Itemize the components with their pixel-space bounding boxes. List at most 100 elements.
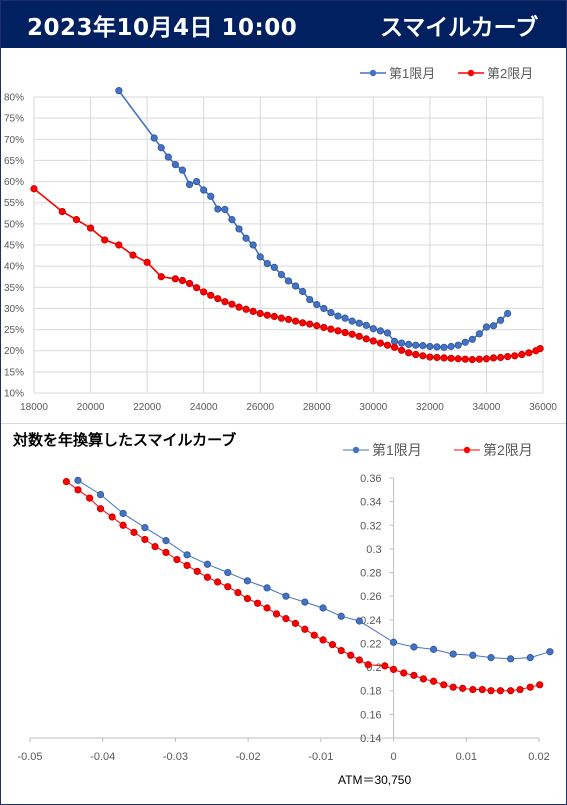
data-point bbox=[291, 619, 300, 627]
data-point bbox=[419, 675, 427, 683]
data-point bbox=[86, 224, 95, 232]
data-point bbox=[482, 323, 491, 331]
atm-annotation: ATM＝30,750 bbox=[338, 773, 412, 787]
legend-marker bbox=[369, 69, 377, 77]
data-point bbox=[284, 277, 293, 285]
y-tick-label: 20% bbox=[4, 346, 24, 357]
data-point bbox=[221, 205, 229, 214]
y-tick-label: 0.22 bbox=[360, 638, 381, 650]
data-point bbox=[526, 683, 534, 691]
data-point bbox=[171, 275, 179, 283]
x-tick-label: 22000 bbox=[133, 402, 161, 413]
data-point bbox=[235, 303, 243, 311]
x-tick-label: -0.01 bbox=[308, 751, 333, 763]
data-point bbox=[504, 309, 512, 318]
data-point bbox=[369, 325, 377, 333]
data-point bbox=[376, 327, 385, 335]
data-point bbox=[383, 329, 392, 337]
data-point bbox=[129, 251, 137, 259]
y-tick-label: 0.3 bbox=[366, 544, 381, 556]
data-point bbox=[468, 355, 476, 364]
legend-label: 第2限月 bbox=[483, 442, 533, 458]
data-point bbox=[511, 352, 519, 360]
data-point bbox=[313, 322, 321, 330]
data-point bbox=[86, 494, 94, 502]
data-point bbox=[185, 180, 194, 189]
data-point bbox=[313, 301, 321, 309]
data-point bbox=[355, 656, 363, 664]
data-point bbox=[150, 134, 158, 142]
smile-curve-chart: 10% 15% 20% 25% 30% 35% 40% 45% 50% 55% 60% 65% 70% 7… bbox=[4, 66, 557, 413]
data-point bbox=[518, 350, 526, 359]
data-point bbox=[429, 645, 438, 653]
data-point bbox=[242, 234, 250, 242]
data-point bbox=[301, 625, 309, 633]
data-point bbox=[478, 685, 486, 694]
data-point bbox=[162, 548, 170, 557]
data-point bbox=[263, 584, 271, 592]
x-tick-label: 34000 bbox=[473, 402, 501, 413]
data-point bbox=[306, 320, 314, 328]
x-tick-label: 0.02 bbox=[528, 751, 549, 763]
data-point bbox=[426, 342, 434, 351]
data-point bbox=[390, 343, 399, 351]
y-tick-label: 0.24 bbox=[360, 615, 381, 627]
legend-label: 第2限月 bbox=[487, 66, 533, 81]
x-tick-label: 24000 bbox=[190, 402, 218, 413]
data-point bbox=[381, 662, 389, 670]
x-tick-label: -0.05 bbox=[17, 751, 42, 763]
data-point bbox=[461, 338, 469, 346]
data-point bbox=[151, 542, 159, 551]
data-point bbox=[108, 513, 116, 521]
data-point bbox=[214, 205, 222, 213]
data-point bbox=[433, 343, 441, 351]
data-point bbox=[398, 346, 406, 354]
data-point bbox=[362, 335, 370, 343]
legend-label: 第1限月 bbox=[372, 442, 422, 458]
data-point bbox=[355, 332, 363, 340]
data-point bbox=[164, 153, 172, 161]
data-point bbox=[224, 583, 232, 591]
data-point bbox=[449, 650, 457, 658]
data-point bbox=[62, 477, 70, 486]
data-point bbox=[469, 651, 477, 659]
data-point bbox=[383, 341, 392, 349]
legend-label: 第1限月 bbox=[389, 66, 435, 81]
data-point bbox=[173, 555, 181, 564]
x-tick-label: 26000 bbox=[246, 402, 274, 413]
data-point bbox=[426, 353, 434, 361]
data-point bbox=[119, 521, 127, 529]
data-point bbox=[183, 551, 191, 559]
y-tick-label: 55% bbox=[4, 198, 24, 209]
data-point bbox=[301, 598, 309, 606]
data-point bbox=[429, 677, 438, 685]
y-tick-label: 0.14 bbox=[360, 733, 381, 745]
data-point bbox=[143, 258, 151, 266]
x-tick-label: -0.03 bbox=[163, 751, 188, 763]
data-point bbox=[433, 353, 441, 362]
data-point bbox=[355, 319, 363, 327]
data-point bbox=[178, 166, 187, 174]
data-point bbox=[449, 683, 457, 691]
x-tick-label: 18000 bbox=[20, 402, 48, 413]
data-point bbox=[487, 687, 495, 695]
data-point bbox=[130, 528, 138, 536]
data-point bbox=[263, 604, 271, 612]
data-point bbox=[96, 505, 105, 513]
y-tick-label: 45% bbox=[4, 241, 24, 252]
data-point bbox=[405, 340, 413, 348]
y-tick-label: 70% bbox=[4, 135, 24, 146]
legend-marker bbox=[463, 446, 471, 454]
data-point bbox=[440, 354, 448, 362]
data-point bbox=[291, 317, 300, 325]
data-point bbox=[320, 323, 328, 332]
y-tick-label: 80% bbox=[4, 93, 24, 104]
data-point bbox=[319, 604, 327, 612]
log-smile-curve-chart: 0.140.160.180.20.220.240.260.280.30.320.… bbox=[17, 442, 554, 763]
y-tick-label: 0.18 bbox=[360, 686, 381, 698]
data-point bbox=[74, 476, 82, 484]
data-point bbox=[327, 325, 335, 333]
data-point bbox=[390, 337, 399, 346]
data-point bbox=[319, 636, 327, 644]
